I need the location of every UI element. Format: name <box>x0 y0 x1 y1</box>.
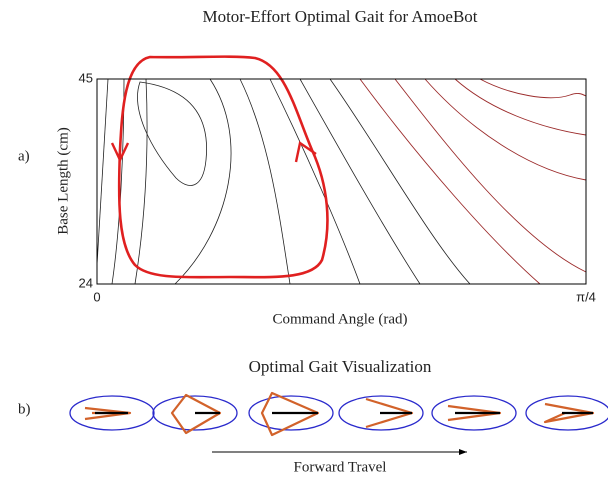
optimal-gait <box>117 55 329 279</box>
y-tick-label: 24 <box>79 275 93 290</box>
panel-title: Optimal Gait Visualization <box>249 357 432 376</box>
chart-title: Motor-Effort Optimal Gait for AmoeBot <box>202 7 477 26</box>
y-axis-label: Base Length (cm) <box>55 127 71 234</box>
x-tick-label: π/4 <box>576 289 596 304</box>
plot-frame <box>96 78 587 285</box>
direction-arrow <box>294 140 317 163</box>
x-tick-label: 0 <box>93 289 100 304</box>
y-tick-label: 45 <box>79 70 93 85</box>
x-axis-label: Command Angle (rad) <box>273 311 408 327</box>
panel-label: a) <box>18 148 30 164</box>
panel-label: b) <box>18 401 31 417</box>
gait-shapes <box>69 391 608 437</box>
arrow-label: Forward Travel <box>294 459 387 475</box>
contours <box>96 78 587 285</box>
direction-arrow <box>110 142 130 163</box>
